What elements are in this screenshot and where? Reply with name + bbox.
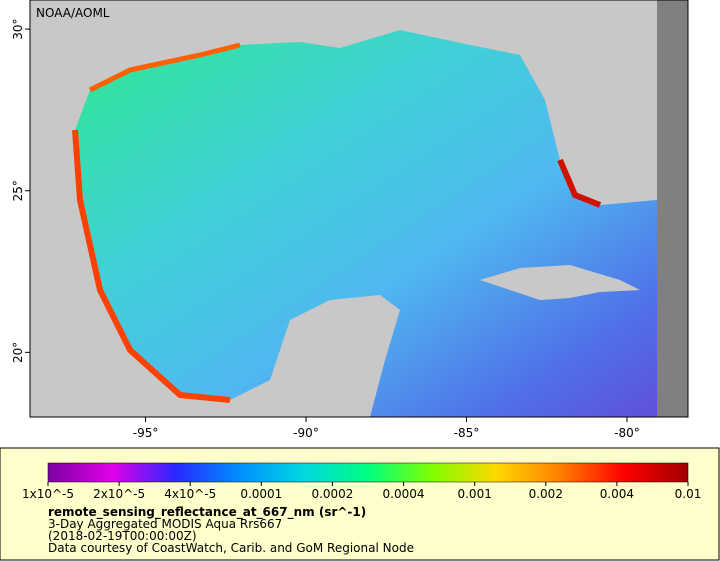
cuba <box>480 265 640 300</box>
y-tick-label: 20° <box>11 342 25 363</box>
colorbar-tick-label: 0.004 <box>600 487 634 501</box>
x-tick-label: -85° <box>454 426 480 440</box>
colorbar-tick-label: 0.0001 <box>240 487 282 501</box>
x-tick-label: -90° <box>293 426 319 440</box>
time: (2018-02-19T00:00:00Z) <box>48 529 197 543</box>
coastal-bloom <box>72 129 231 403</box>
variable: remote_sensing_reflectance_at_667_nm (sr… <box>48 505 366 520</box>
colorbar-ticks: 1x10^-5 2x10^-5 4x10^-5 0.0001 0.0002 0.0004 0… <box>22 482 701 501</box>
credit: NOAA/AOML <box>36 6 110 20</box>
colorbar-tick-label: 0.0002 <box>311 487 353 501</box>
coastal-bloom <box>88 42 241 93</box>
colorbar-tick-label: 0.001 <box>457 487 491 501</box>
axes: -95° -90° -85° -80° 20° 25° 30° <box>11 18 640 440</box>
colorbar-tick-label: 0.002 <box>529 487 563 501</box>
colorbar-tick-label: 2x10^-5 <box>93 487 145 501</box>
colorbar-tick-label: 0.0004 <box>383 487 425 501</box>
coastal-bloom <box>557 158 602 208</box>
colorbar-tick-label: 4x10^-5 <box>164 487 216 501</box>
y-tick-label: 30° <box>11 18 25 39</box>
dataset: 3-Day Aggregated MODIS Aqua Rrs667 <box>48 517 282 531</box>
colorbar <box>47 462 689 483</box>
map-frame <box>29 0 689 418</box>
x-tick-label: -95° <box>133 426 159 440</box>
colorbar-tick-label: 1x10^-5 <box>22 487 74 501</box>
courtesy: Data courtesy of CoastWatch, Carib. and … <box>48 541 414 555</box>
colorbar-tick-label: 0.01 <box>675 487 702 501</box>
x-tick-label: -80° <box>614 426 640 440</box>
no-data-strip <box>657 0 688 417</box>
y-tick-label: 25° <box>11 180 25 201</box>
gulf-ocean <box>75 30 657 417</box>
